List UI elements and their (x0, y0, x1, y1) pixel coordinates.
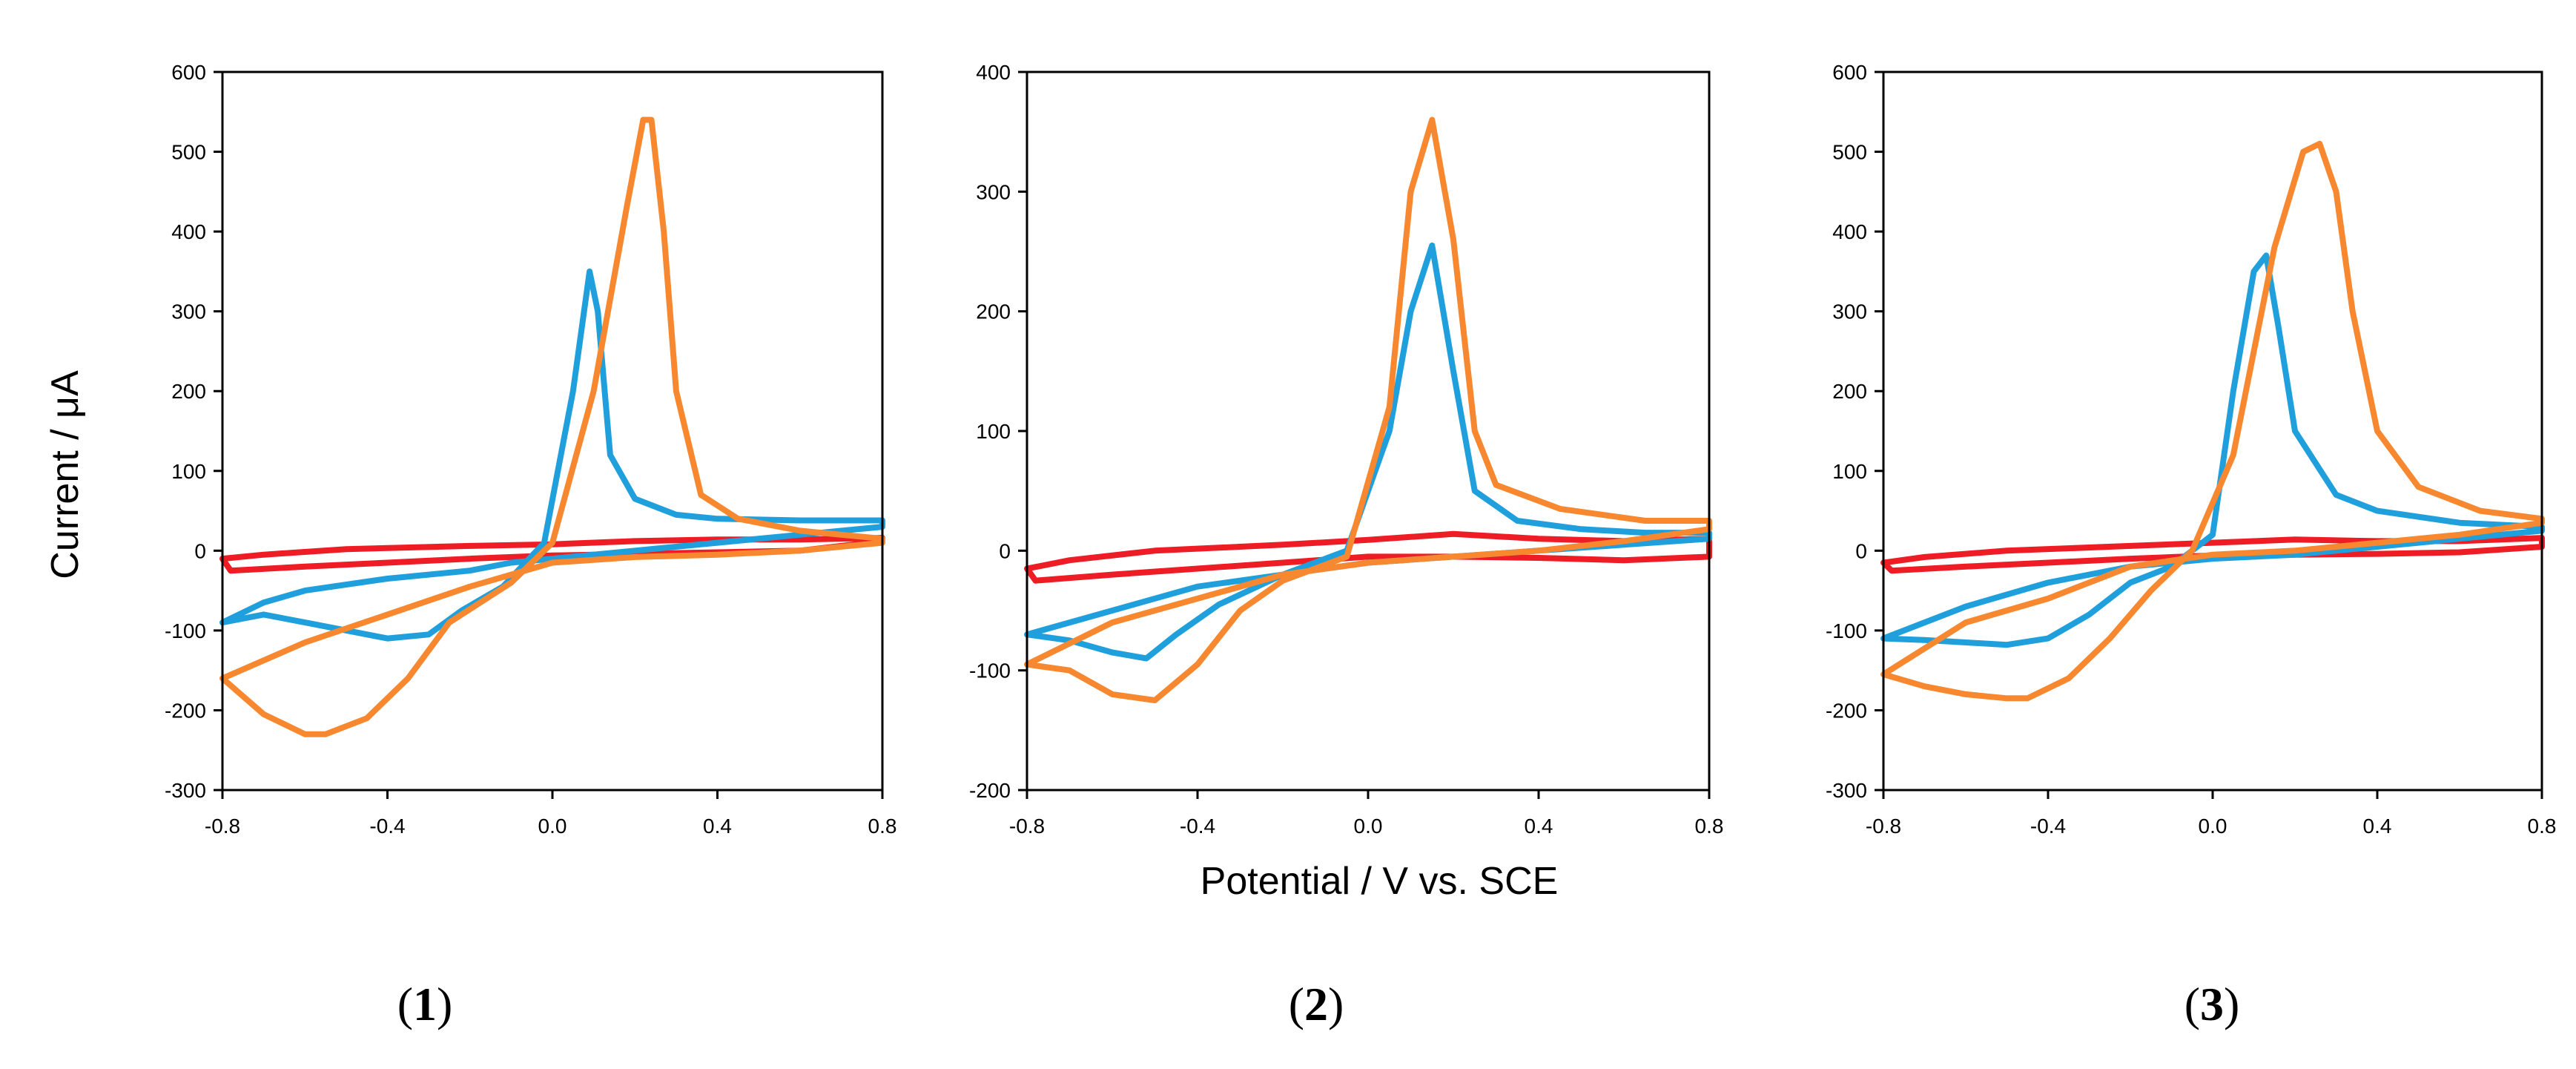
y-tick-label: -200 (1826, 699, 1867, 722)
y-tick-label: 600 (1832, 61, 1867, 84)
y-tick-label: 500 (171, 141, 206, 164)
y-tick-label: 100 (976, 420, 1011, 443)
series-blue-curve-3 (1880, 252, 2545, 648)
x-tick-label: 0.4 (703, 815, 732, 838)
y-tick-label: 0 (999, 539, 1011, 562)
y-tick-label: 0 (1855, 539, 1867, 562)
chart-panel-1: -300 -200 -100 0 100 200 300 400 500 600 -0.8 -0.4 0… (165, 61, 897, 1030)
x-tick-label: 0.4 (2363, 815, 2392, 838)
plot-frame (1026, 70, 1711, 792)
x-tick-label: 0.0 (2199, 815, 2227, 838)
panel-label: (3) (2184, 978, 2240, 1030)
y-tick-label: 200 (171, 380, 206, 403)
y-tick-label: -100 (165, 619, 206, 642)
y-tick-label: 100 (171, 460, 206, 483)
y-tick-label: 200 (976, 300, 1011, 323)
y-tick-label: -200 (165, 699, 206, 722)
y-axis-title: Current / μA (44, 370, 87, 579)
y-tick-label: -100 (1826, 619, 1867, 642)
series-orange-curve-3 (1880, 140, 2545, 702)
plot-frame (221, 70, 884, 792)
panel-label: (1) (397, 978, 453, 1030)
x-tick-label: 0.0 (538, 815, 567, 838)
x-tick-label: -0.4 (369, 815, 405, 838)
x-tick-label: -0.8 (1866, 815, 1901, 838)
x-tick-label: -0.4 (1180, 815, 1215, 838)
x-axis-title: Potential / V vs. SCE (1201, 860, 1559, 903)
y-tick-label: -300 (165, 779, 206, 802)
y-tick-label: 400 (976, 61, 1011, 84)
y-tick-label: -300 (1826, 779, 1867, 802)
y-tick-label: 300 (976, 180, 1011, 203)
panels: -300 -200 -100 0 100 200 300 400 500 600 -0.8 -0.4 0… (165, 61, 2557, 1030)
x-tick-label: 0.8 (2528, 815, 2557, 838)
y-tick-label: 400 (171, 220, 206, 243)
series-blue-curve-1 (219, 268, 885, 642)
series-orange-curve-1 (219, 116, 885, 737)
y-tick-label: -200 (969, 779, 1011, 802)
y-tick-label: 300 (1832, 300, 1867, 323)
x-tick-label: 0.8 (1695, 815, 1724, 838)
y-tick-label: 100 (1832, 460, 1867, 483)
plot-frame (1882, 70, 2543, 792)
x-tick-label: 0.0 (1354, 815, 1383, 838)
x-tick-label: -0.8 (205, 815, 240, 838)
y-tick-label: 500 (1832, 141, 1867, 164)
panel-label: (2) (1289, 978, 1344, 1030)
y-tick-label: 0 (194, 539, 206, 562)
y-tick-label: 600 (171, 61, 206, 84)
chart-panel-2: -200 -100 0 100 200 300 400 -0.8 -0.4 0.0 0.4 0.8 (2… (969, 61, 1724, 1030)
y-tick-label: 400 (1832, 220, 1867, 243)
x-tick-label: -0.4 (2030, 815, 2066, 838)
y-tick-label: 300 (171, 300, 206, 323)
x-tick-label: 0.4 (1525, 815, 1553, 838)
x-tick-label: 0.8 (868, 815, 897, 838)
series-orange-curve-2 (1024, 116, 1712, 703)
y-tick-label: 200 (1832, 380, 1867, 403)
chart-panel-3: -300 -200 -100 0 100 200 300 400 500 600 -0.8 -0.4 0… (1826, 61, 2557, 1030)
y-tick-label: -100 (969, 660, 1011, 682)
series-blue-curve-2 (1024, 242, 1712, 662)
x-tick-label: -0.8 (1009, 815, 1045, 838)
